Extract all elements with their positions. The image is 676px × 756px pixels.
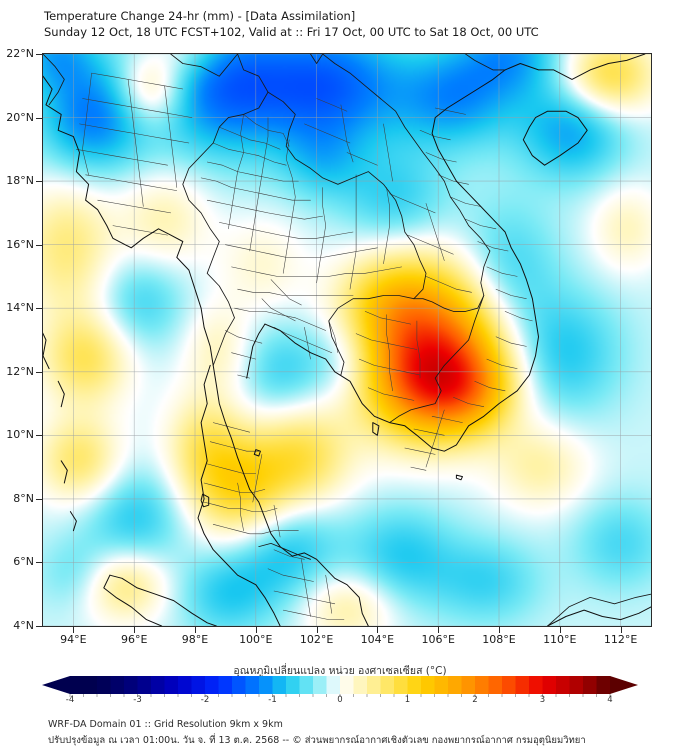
- title-block: Temperature Change 24-hr (mm) - [Data As…: [44, 8, 644, 40]
- x-axis-tick: [559, 627, 561, 633]
- x-axis-label: 110°E: [543, 633, 577, 646]
- colorbar-swatches: [42, 676, 638, 697]
- y-axis-tick: [36, 626, 42, 627]
- page-subtitle: Sunday 12 Oct, 18 UTC FCST+102, Valid at…: [44, 25, 539, 39]
- x-axis-label: 102°E: [299, 633, 334, 646]
- y-axis-tick: [36, 181, 42, 183]
- x-axis-label: 112°E: [603, 633, 638, 646]
- colorbar-tick-label: -2: [200, 695, 210, 705]
- x-axis-label: 100°E: [239, 633, 273, 646]
- page-title: Temperature Change 24-hr (mm) - [Data As…: [44, 9, 356, 23]
- x-axis-label: 94°E: [60, 633, 87, 646]
- x-axis-label: 98°E: [181, 633, 209, 646]
- y-axis-label: 6°N: [13, 555, 34, 569]
- y-axis-tick: [36, 498, 42, 500]
- y-axis-tick: [36, 308, 42, 310]
- x-axis-label: 96°E: [120, 633, 148, 646]
- y-axis-tick: [36, 244, 42, 246]
- y-axis-tick: [36, 117, 42, 119]
- x-axis-tick: [255, 627, 257, 633]
- y-axis-label: 16°N: [6, 237, 34, 251]
- temperature-anomaly-field: [43, 54, 651, 626]
- x-axis-label: 106°E: [421, 633, 455, 646]
- x-axis-tick: [499, 627, 500, 633]
- y-axis-label: 14°N: [6, 301, 34, 315]
- map-boundaries: [43, 54, 651, 626]
- colorbar-tick-label: 3: [539, 695, 546, 705]
- x-axis-tick: [316, 627, 318, 633]
- x-axis-tick: [438, 627, 440, 633]
- x-axis-tick: [620, 627, 622, 633]
- y-axis-label: 12°N: [6, 364, 34, 378]
- colorbar-tick-label: -1: [268, 695, 277, 705]
- x-axis-tick: [134, 627, 136, 633]
- colorbar-tick-label: 2: [472, 695, 478, 705]
- colorbar-tick-label: 4: [607, 695, 613, 705]
- x-axis-label: 104°E: [360, 633, 395, 646]
- y-axis-tick: [36, 371, 42, 373]
- colorbar: อุณหภูมิเปลี่ยนแปลง หน่วย องศาเซลเซียส (…: [40, 662, 640, 708]
- colorbar-tick-label: -4: [65, 695, 75, 705]
- x-axis-tick: [195, 627, 196, 633]
- y-axis-label: 10°N: [6, 428, 34, 442]
- x-axis-tick: [377, 627, 379, 633]
- colorbar-title: อุณหภูมิเปลี่ยนแปลง หน่วย องศาเซลเซียส (…: [233, 665, 447, 677]
- map-plot-area: [42, 53, 652, 627]
- y-axis-tick: [36, 54, 42, 55]
- y-axis-label: 22°N: [6, 47, 34, 60]
- footer-credit: ปรับปรุงข้อมูล ณ เวลา 01:00น. วัน จ. ที่…: [48, 735, 586, 746]
- colorbar-tick-label: 1: [404, 695, 411, 705]
- x-axis-label: 108°E: [482, 633, 516, 646]
- y-axis-label: 8°N: [13, 491, 34, 505]
- y-axis-label: 20°N: [6, 110, 34, 124]
- y-axis-tick: [36, 562, 42, 564]
- y-axis-label: 18°N: [6, 174, 34, 188]
- footer-model-info: WRF-DA Domain 01 :: Grid Resolution 9km …: [48, 719, 283, 730]
- map-gridlines: [43, 54, 651, 626]
- y-axis-label: 4°N: [13, 619, 34, 632]
- colorbar-tick-label: -3: [133, 695, 142, 705]
- colorbar-tick-label: 0: [337, 695, 343, 705]
- y-axis-tick: [36, 435, 42, 437]
- x-axis-tick: [73, 627, 75, 633]
